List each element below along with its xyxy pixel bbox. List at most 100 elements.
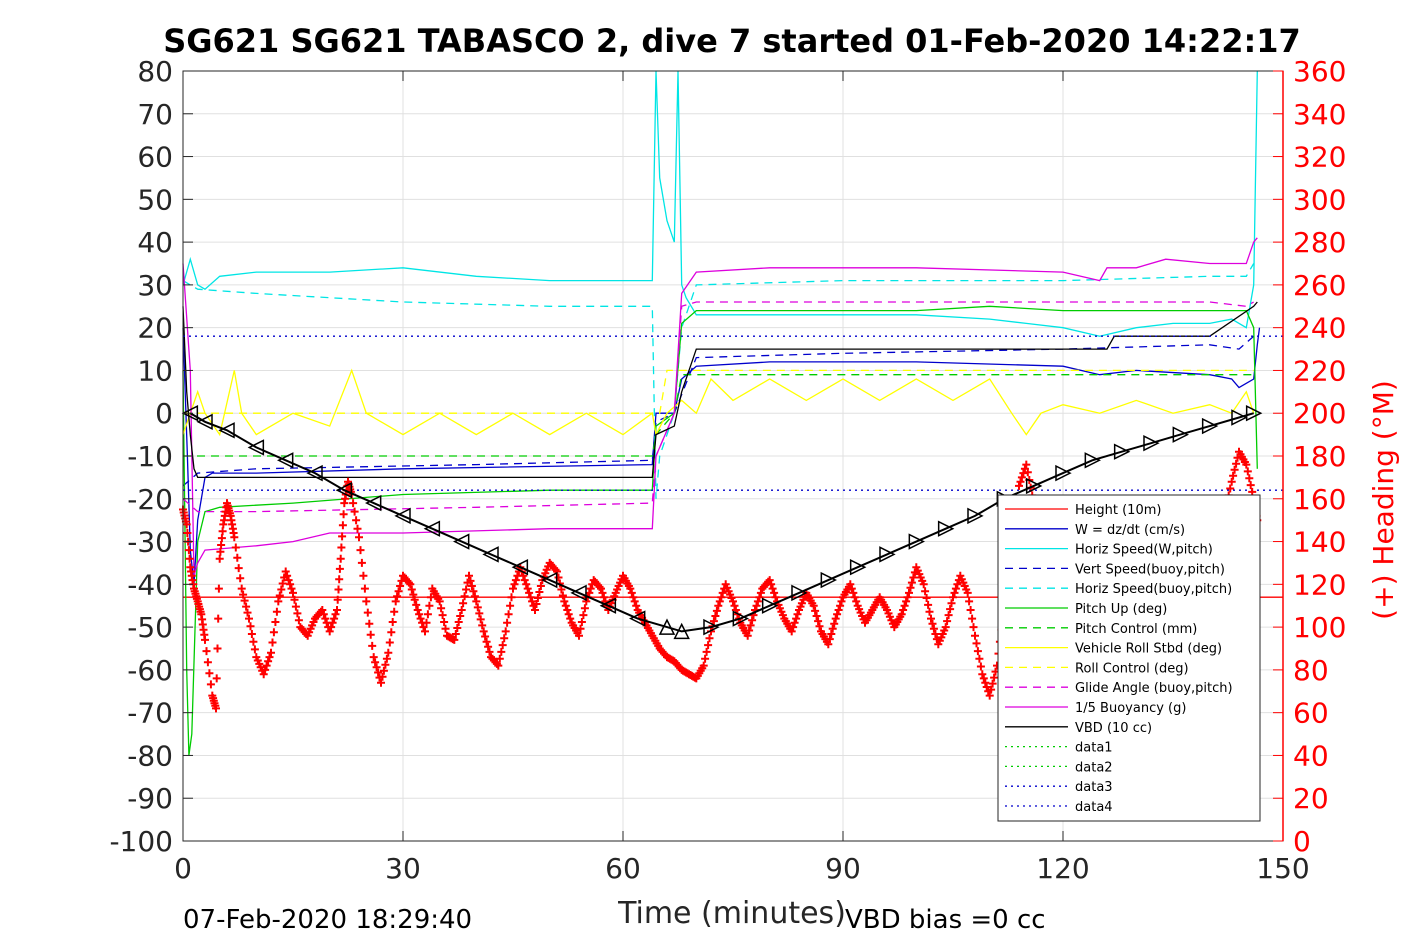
depth-marker <box>540 571 558 589</box>
depth-marker <box>452 533 470 550</box>
heading-marker <box>369 653 378 662</box>
heading-marker <box>287 584 296 593</box>
heading-marker <box>982 683 991 691</box>
axis-layer: 0 30 60 90 120 150-100-90-80-70-60-50-40-30-2… <box>109 55 1346 885</box>
heading-marker <box>715 597 724 606</box>
heading-marker <box>978 670 987 679</box>
heading-marker <box>941 623 950 632</box>
heading-marker <box>969 623 978 632</box>
heading-marker <box>975 654 984 663</box>
heading-marker <box>846 580 855 589</box>
heading-marker <box>284 576 293 585</box>
heading-marker <box>711 612 720 620</box>
heading-marker <box>379 666 388 675</box>
heading-marker <box>519 571 528 580</box>
heading-marker <box>522 580 531 589</box>
heading-marker <box>416 614 425 623</box>
heading-marker <box>349 499 358 508</box>
heading-marker <box>557 585 566 594</box>
heading-marker <box>504 610 513 619</box>
depth-marker <box>306 464 323 482</box>
depth-marker <box>673 622 690 640</box>
heading-marker <box>577 618 586 626</box>
heading-marker <box>500 634 509 643</box>
heading-marker <box>268 638 277 647</box>
heading-marker <box>357 558 366 567</box>
heading-marker <box>457 606 466 614</box>
heading-marker <box>214 614 223 623</box>
x-tick-label: 150 <box>1256 852 1309 885</box>
heading-marker <box>381 660 390 669</box>
heading-marker <box>363 608 372 617</box>
depth-marker <box>908 533 926 550</box>
heading-marker <box>337 543 346 552</box>
heading-marker <box>833 610 842 619</box>
depth-marker <box>1025 477 1043 495</box>
y-left-tick-label: -90 <box>127 782 173 815</box>
heading-marker <box>909 573 918 582</box>
depth-marker <box>511 559 529 576</box>
heading-marker <box>752 601 761 610</box>
heading-marker <box>476 615 485 624</box>
heading-marker <box>753 597 762 606</box>
heading-marker <box>943 617 952 626</box>
depth-marker <box>1172 426 1190 443</box>
heading-marker <box>336 554 345 563</box>
depth-marker <box>482 546 499 563</box>
depth-marker <box>732 610 750 627</box>
heading-marker <box>990 673 999 682</box>
heading-marker <box>333 606 341 614</box>
legend-label: Glide Angle (buoy,pitch) <box>1075 681 1233 696</box>
heading-marker <box>250 645 259 654</box>
y-right-axis-label: (+) Heading (°M) <box>1367 380 1400 620</box>
heading-marker <box>385 638 394 647</box>
heading-marker <box>971 631 979 640</box>
y-right-tick-label: 260 <box>1293 269 1346 302</box>
heading-marker <box>701 654 710 663</box>
heading-marker <box>632 601 641 610</box>
heading-marker <box>330 614 339 623</box>
heading-marker <box>903 593 912 602</box>
y-left-tick-label: -60 <box>127 654 173 687</box>
depth-marker <box>937 520 955 537</box>
heading-marker <box>185 554 194 563</box>
heading-marker <box>718 588 727 597</box>
heading-marker <box>217 541 226 549</box>
y-left-tick-label: -50 <box>127 611 173 644</box>
heading-marker <box>498 641 507 650</box>
legend-label: Pitch Control (mm) <box>1075 622 1197 637</box>
heading-marker <box>206 680 215 689</box>
heading-marker <box>905 588 913 597</box>
heading-marker <box>425 601 434 610</box>
heading-marker <box>714 601 723 610</box>
y-right-tick-label: 120 <box>1293 568 1346 601</box>
heading-marker <box>973 647 982 656</box>
heading-marker <box>212 674 221 683</box>
heading-marker <box>789 623 798 632</box>
heading-marker <box>353 524 362 533</box>
heading-marker <box>950 588 959 597</box>
heading-marker <box>415 610 424 619</box>
heading-marker <box>262 661 271 670</box>
heading-marker <box>899 606 908 614</box>
y-right-tick-label: 180 <box>1293 440 1346 473</box>
legend-label: VBD (10 cc) <box>1075 721 1152 736</box>
heading-marker <box>410 595 419 604</box>
heading-marker <box>419 623 428 632</box>
heading-marker <box>269 628 278 637</box>
heading-marker <box>1226 484 1235 493</box>
heading-marker <box>362 597 371 606</box>
depth-marker <box>1245 405 1263 422</box>
legend-label: W = dz/dt (cm/s) <box>1075 523 1185 538</box>
heading-marker <box>460 592 469 601</box>
y-right-tick-label: 60 <box>1293 697 1329 730</box>
heading-marker <box>183 529 192 537</box>
legend-label: Vert Speed(buoy,pitch) <box>1075 562 1225 577</box>
heading-marker <box>627 588 636 597</box>
heading-marker <box>465 571 473 580</box>
heading-marker <box>212 704 220 713</box>
y-right-tick-label: 80 <box>1293 654 1329 687</box>
heading-marker <box>919 580 928 589</box>
heading-marker <box>462 585 471 594</box>
